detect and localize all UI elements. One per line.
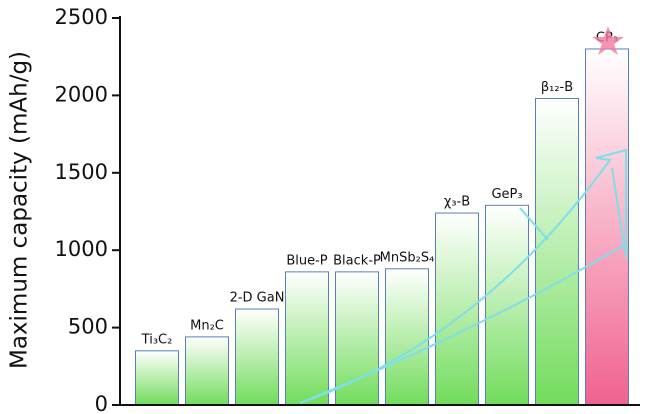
bar-label: χ₃-B xyxy=(444,195,470,210)
bar xyxy=(185,336,229,406)
bar xyxy=(435,212,479,406)
y-tick-label: 1000 xyxy=(55,237,108,261)
bar xyxy=(135,350,179,406)
bar xyxy=(385,268,429,406)
bar-label: Black-P xyxy=(333,253,381,268)
bar xyxy=(235,308,279,406)
y-tick-label: 500 xyxy=(68,315,108,339)
star-marker xyxy=(592,26,624,55)
bar-label: MnSb₂S₄ xyxy=(380,250,435,265)
y-tick-label: 1500 xyxy=(55,160,108,184)
bar-label: Mn₂C xyxy=(190,318,224,333)
trend-arrow xyxy=(299,148,627,404)
bar xyxy=(285,271,329,406)
bar xyxy=(535,97,579,406)
bar-label: 2-D GaN xyxy=(230,291,285,306)
bar-label: β₁₂-B xyxy=(541,80,573,95)
bar-label: Blue-P xyxy=(286,253,327,268)
plot: 0 500 1000 1500 2000 2500 Ti₃C₂ Mn₂C 2-D GaN Blue… xyxy=(55,5,629,414)
bar-label: Ti₃C₂ xyxy=(141,332,173,347)
y-tick-label: 2500 xyxy=(55,5,108,29)
y-axis-label: Maximum capacity (mAh/g) xyxy=(7,51,33,369)
y-tick-label: 0 xyxy=(95,392,108,414)
y-tick-label: 2000 xyxy=(55,82,108,106)
bar-label: GeP₃ xyxy=(491,187,522,202)
bar xyxy=(485,204,529,406)
